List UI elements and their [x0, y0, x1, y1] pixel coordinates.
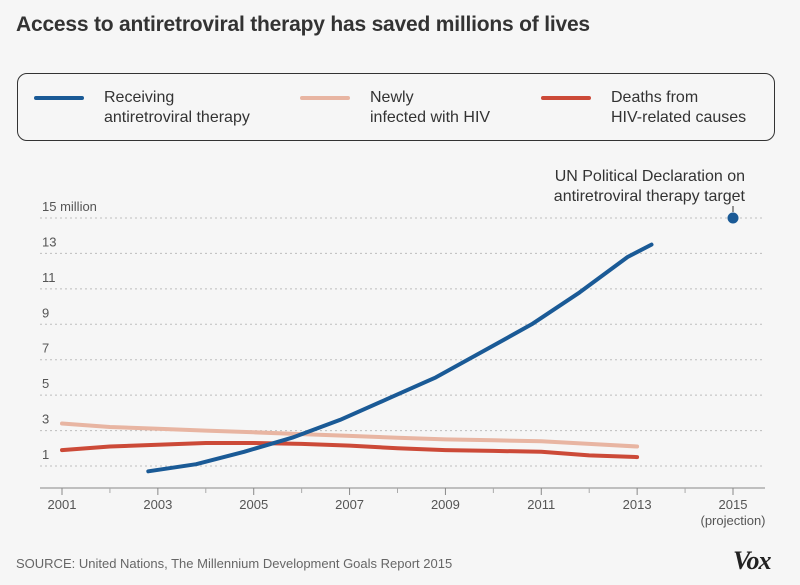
deaths-line — [60, 441, 640, 460]
new-infections-line — [60, 421, 640, 449]
legend-swatch-art — [34, 96, 84, 100]
y-tick-label: 1 — [42, 447, 49, 462]
annotation-text: antiretroviral therapy target — [554, 188, 746, 205]
annotation-text: UN Political Declaration on — [555, 168, 745, 185]
x-tick-label: 2011 — [527, 497, 555, 512]
x-tick-label: 2013 — [623, 497, 652, 512]
y-tick-label: 13 — [42, 234, 56, 249]
y-tick-label: 7 — [42, 341, 49, 356]
source-note: SOURCE: United Nations, The Millennium D… — [16, 556, 453, 571]
x-tick-label: 2007 — [335, 497, 364, 512]
x-tick-label: 2015 — [719, 497, 748, 512]
x-tick-sublabel: (projection) — [700, 513, 765, 528]
art-line — [146, 242, 654, 474]
legend-label-new-infections: Newly infected with HIV — [370, 89, 491, 126]
y-tick-label: 9 — [42, 305, 49, 320]
legend-label-art: Receiving antiretroviral therapy — [104, 89, 250, 126]
x-tick-label: 2005 — [239, 497, 268, 512]
legend-swatch-new-infections — [300, 96, 350, 100]
legend-item-new-infections: Newly infected with HIV — [300, 88, 490, 128]
x-tick-label: 2003 — [143, 497, 172, 512]
target-point — [727, 212, 739, 224]
y-tick-label: 11 — [42, 270, 56, 285]
x-tick-label: 2009 — [431, 497, 460, 512]
legend-item-deaths: Deaths from HIV-related causes — [541, 88, 746, 128]
y-tick-label: 3 — [42, 412, 49, 427]
x-tick-label: 2001 — [48, 497, 77, 512]
legend: Receiving antiretroviral therapy Newly i… — [17, 73, 775, 141]
legend-label-deaths: Deaths from HIV-related causes — [611, 89, 747, 126]
y-tick-label: 5 — [42, 376, 49, 391]
y-tick-label: 15 million — [42, 199, 97, 214]
chart-title: Access to antiretroviral therapy has sav… — [16, 13, 590, 36]
legend-swatch-deaths — [541, 96, 591, 100]
vox-logo: Vox — [733, 546, 771, 575]
legend-item-art: Receiving antiretroviral therapy — [34, 88, 250, 128]
